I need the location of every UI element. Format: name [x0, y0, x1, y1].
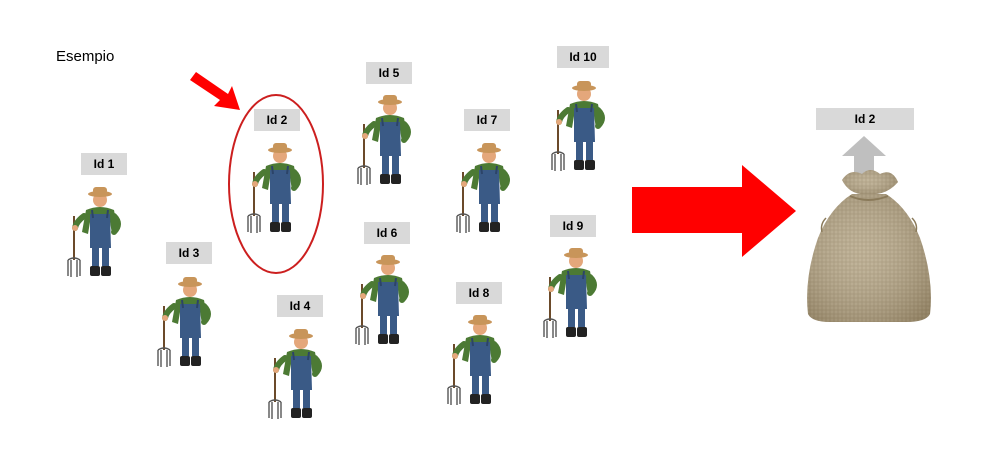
farmer-figure-8	[446, 310, 508, 406]
farmer-figure-10	[550, 76, 612, 172]
tag-id-3: Id 3	[166, 242, 212, 264]
farmer-figure-5	[356, 90, 418, 186]
farmer-figure-4	[267, 324, 329, 420]
tag-id-4: Id 4	[277, 295, 323, 317]
big-arrow	[632, 165, 796, 257]
tag-id-8: Id 8	[456, 282, 502, 304]
tag-id-5: Id 5	[366, 62, 412, 84]
tag-id-2: Id 2	[254, 109, 300, 131]
title: Esempio	[56, 48, 115, 65]
up-arrow	[842, 136, 886, 176]
farmer-figure-9	[542, 243, 604, 339]
farmer-figure-1	[66, 182, 128, 278]
tag-id-7: Id 7	[464, 109, 510, 131]
farmer-figure-3	[156, 272, 218, 368]
highlight-ellipse	[228, 94, 324, 274]
farmer-figure-6	[354, 250, 416, 346]
tag-id-6: Id 6	[364, 222, 410, 244]
bag-label: Id 2	[816, 108, 914, 130]
tag-id-1: Id 1	[81, 153, 127, 175]
farmer-figure-2	[246, 138, 308, 234]
tag-id-10: Id 10	[557, 46, 609, 68]
tag-id-9: Id 9	[550, 215, 596, 237]
pointer-arrow	[190, 72, 240, 110]
farmer-figure-7	[455, 138, 517, 234]
burlap-bag	[807, 170, 931, 322]
